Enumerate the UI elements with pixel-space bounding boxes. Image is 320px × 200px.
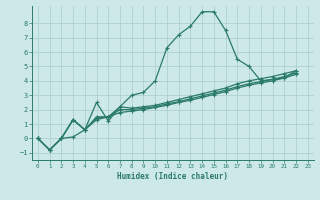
X-axis label: Humidex (Indice chaleur): Humidex (Indice chaleur): [117, 172, 228, 181]
